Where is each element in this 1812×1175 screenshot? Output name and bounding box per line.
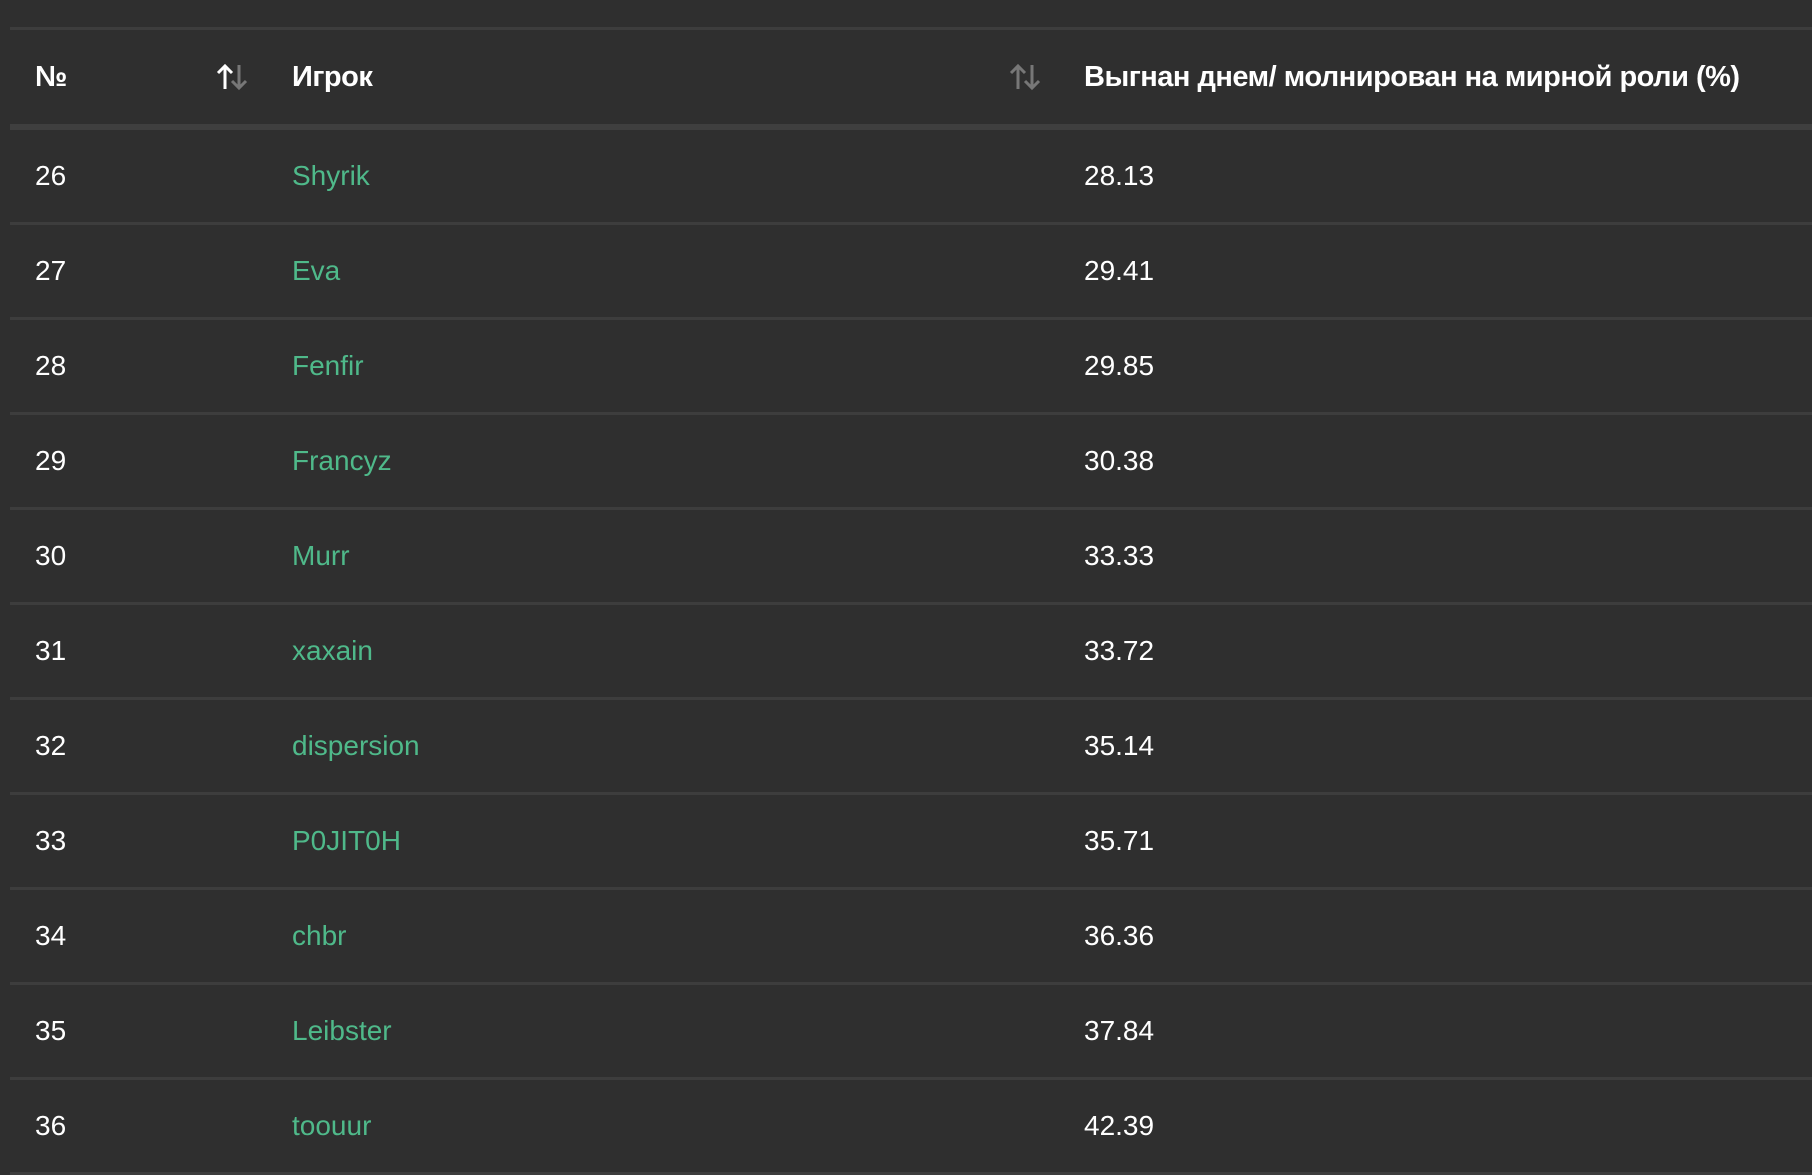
table-row: 36 toouur 42.39 <box>10 1080 1812 1175</box>
row-value: 33.72 <box>1084 635 1155 666</box>
row-number: 31 <box>35 635 67 666</box>
row-number: 27 <box>35 255 67 286</box>
row-value: 28.13 <box>1084 160 1155 191</box>
table-header: № Игрок Выгнан днем/ молнирован на мирно… <box>10 27 1812 130</box>
sort-unsorted-icon <box>1009 63 1041 91</box>
table-row: 32 dispersion 35.14 <box>10 700 1812 795</box>
table-row: 31 xaxain 33.72 <box>10 605 1812 700</box>
player-link[interactable]: dispersion <box>292 730 420 761</box>
header-number[interactable]: № <box>35 60 67 93</box>
table-row: 27 Eva 29.41 <box>10 225 1812 320</box>
player-link[interactable]: Fenfir <box>292 350 364 381</box>
row-value: 42.39 <box>1084 1110 1155 1141</box>
row-value: 36.36 <box>1084 920 1155 951</box>
row-number: 26 <box>35 160 67 191</box>
table-row: 28 Fenfir 29.85 <box>10 320 1812 415</box>
table-row: 33 P0JIT0H 35.71 <box>10 795 1812 890</box>
table-row: 35 Leibster 37.84 <box>10 985 1812 1080</box>
header-player[interactable]: Игрок <box>292 60 373 93</box>
player-link[interactable]: Murr <box>292 540 350 571</box>
row-value: 29.85 <box>1084 350 1155 381</box>
player-link[interactable]: P0JIT0H <box>292 825 401 856</box>
row-value: 30.38 <box>1084 445 1155 476</box>
row-number: 30 <box>35 540 67 571</box>
row-number: 34 <box>35 920 67 951</box>
players-table: № Игрок Выгнан днем/ молнирован на мирно… <box>10 27 1812 1175</box>
row-number: 28 <box>35 350 67 381</box>
row-value: 35.14 <box>1084 730 1155 761</box>
player-link[interactable]: Eva <box>292 255 341 286</box>
row-number: 29 <box>35 445 67 476</box>
row-number: 35 <box>35 1015 67 1046</box>
table-row: 26 Shyrik 28.13 <box>10 130 1812 225</box>
row-value: 33.33 <box>1084 540 1155 571</box>
sort-player-button[interactable] <box>1008 30 1044 124</box>
player-link[interactable]: Francyz <box>292 445 392 476</box>
table-row: 30 Murr 33.33 <box>10 510 1812 605</box>
row-number: 36 <box>35 1110 67 1141</box>
row-value: 29.41 <box>1084 255 1155 286</box>
table-row: 34 chbr 36.36 <box>10 890 1812 985</box>
row-number: 32 <box>35 730 67 761</box>
row-value: 37.84 <box>1084 1015 1155 1046</box>
header-value: Выгнан днем/ молнирован на мирной роли (… <box>1084 60 1740 93</box>
player-link[interactable]: chbr <box>292 920 347 951</box>
player-link[interactable]: xaxain <box>292 635 373 666</box>
player-link[interactable]: toouur <box>292 1110 372 1141</box>
row-value: 35.71 <box>1084 825 1155 856</box>
sort-ascending-icon <box>216 63 248 91</box>
player-link[interactable]: Leibster <box>292 1015 392 1046</box>
table-row: 29 Francyz 30.38 <box>10 415 1812 510</box>
sort-number-button[interactable] <box>215 30 251 124</box>
row-number: 33 <box>35 825 67 856</box>
player-link[interactable]: Shyrik <box>292 160 370 191</box>
